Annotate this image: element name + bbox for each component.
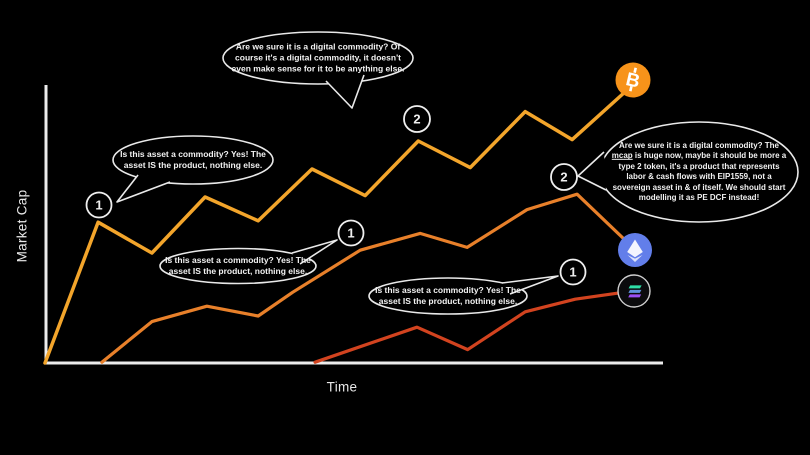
ethereum-line xyxy=(100,192,635,364)
speech-bubble-right-text: Are we sure it is a digital commodity? T… xyxy=(609,141,789,203)
svg-text:B: B xyxy=(624,69,642,93)
speech-bubble-bottom-text: Is this asset a commodity? Yes! The asse… xyxy=(375,284,521,306)
bitcoin-icon: B xyxy=(615,62,651,98)
speech-bubble-bottom-shape xyxy=(368,275,559,315)
speech-bubble-middle-text: Is this asset a commodity? Yes! The asse… xyxy=(165,254,311,276)
speech-bubble-left-shape xyxy=(112,135,274,203)
y-axis-label: Market Cap xyxy=(14,189,30,263)
svg-text:2: 2 xyxy=(560,170,567,185)
right-bubble-mcap: mcap xyxy=(611,151,633,161)
right-bubble-pre: Are we sure it is a digital commodity? T… xyxy=(618,140,780,150)
right-bubble-post: is huge now, maybe it should be more a t… xyxy=(612,151,787,202)
speech-bubble-right-shape xyxy=(577,121,799,223)
bitcoin-line xyxy=(43,83,635,365)
marker-2-ethereum: 2 xyxy=(550,163,578,191)
svg-text:1: 1 xyxy=(95,198,102,213)
marker-1-solana: 1 xyxy=(559,258,587,286)
solana-line xyxy=(313,289,636,364)
speech-bubble-top-shape xyxy=(222,31,414,109)
speech-bubble-left-text: Is this asset a commodity? Yes! The asse… xyxy=(120,148,266,170)
speech-bubble-middle-shape xyxy=(159,239,338,285)
speech-bubble-top-text: Are we sure it is a digital commodity? O… xyxy=(231,41,405,74)
solana-icon xyxy=(617,274,651,308)
svg-text:1: 1 xyxy=(347,226,354,241)
svg-text:1: 1 xyxy=(569,265,576,280)
x-axis-label: Time xyxy=(326,379,358,395)
svg-text:2: 2 xyxy=(413,112,420,127)
marker-1-ethereum: 1 xyxy=(337,219,365,247)
ethereum-icon xyxy=(618,233,652,267)
marker-1-bitcoin: 1 xyxy=(85,191,113,219)
marker-2-bitcoin: 2 xyxy=(403,105,431,133)
